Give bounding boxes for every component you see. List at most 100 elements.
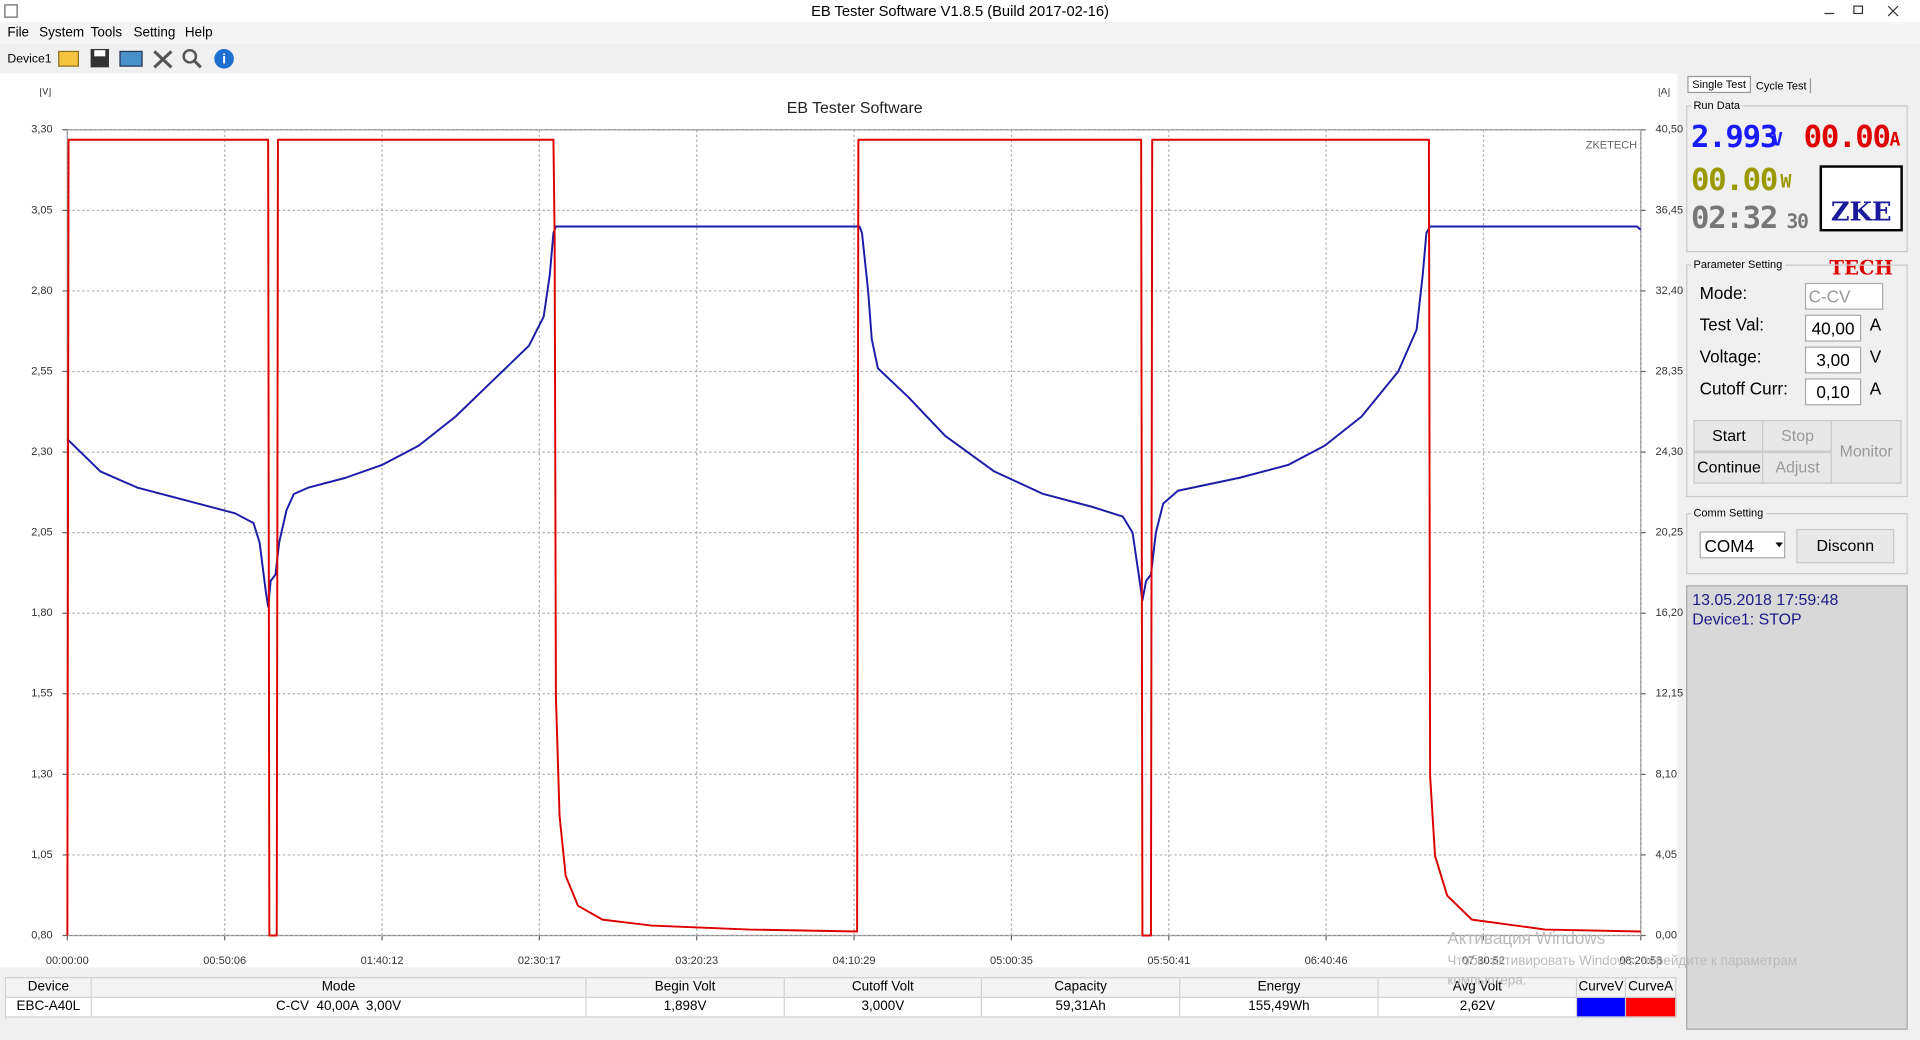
x-tick-label: 08:20:58	[1620, 955, 1663, 967]
button[interactable]: Start	[1693, 420, 1765, 452]
table-cell: 2,62V	[1378, 997, 1578, 1018]
table-header: Begin Volt	[586, 978, 785, 998]
button[interactable]: Monitor	[1830, 420, 1902, 484]
comm-group: Comm Setting COM4 Disconn	[1686, 506, 1908, 575]
current-unit: A	[1889, 128, 1900, 151]
table-header: CurveA	[1626, 978, 1677, 998]
param-label: Mode:	[1699, 282, 1748, 303]
current-readout: 00.00	[1803, 118, 1891, 155]
chart-panel: EB Tester Software ZKETECH [V] [A] 00:00…	[0, 73, 1683, 968]
color-swatch	[1626, 997, 1677, 1018]
table-header: Cutoff Volt	[784, 978, 983, 998]
x-tick-label: 06:40:46	[1305, 955, 1348, 967]
y2-axis-label: [A]	[1658, 88, 1670, 97]
table-header: Device	[6, 978, 92, 998]
voltage-unit: V	[1771, 128, 1783, 151]
menu-item[interactable]: Tools	[90, 25, 123, 41]
button[interactable]: Continue	[1693, 451, 1765, 484]
chart: EB Tester Software ZKETECH [V] [A] 00:00…	[31, 86, 1684, 967]
time-readout: 02:32	[1691, 199, 1778, 236]
param-field[interactable]: C-CV	[1804, 282, 1884, 310]
param-label: Voltage:	[1699, 346, 1762, 367]
x-tick-label: 04:10:29	[833, 955, 876, 967]
port-select[interactable]: COM4	[1699, 531, 1786, 559]
group-title: Comm Setting	[1691, 506, 1766, 520]
y-tick-label: 2,80	[31, 285, 52, 297]
button[interactable]: Adjust	[1762, 451, 1834, 484]
button[interactable]: Stop	[1762, 420, 1834, 452]
app-icon	[4, 4, 18, 18]
y2-tick-label: 8,10	[1656, 768, 1677, 780]
power-readout: 00.00	[1691, 161, 1778, 198]
run-data-group: Run Data 2.993 V 00.00 A 00.00 W 02:32 3…	[1686, 99, 1908, 279]
y-axis-label: [V]	[40, 88, 52, 97]
tab[interactable]: Single Test	[1687, 75, 1751, 94]
toolbar: Device1 i	[0, 44, 1920, 74]
menu-item[interactable]: File	[7, 25, 30, 41]
window-controls[interactable]	[1812, 2, 1920, 19]
y-tick-label: 2,55	[31, 365, 52, 377]
voltage-readout: 2.993	[1691, 118, 1778, 155]
y-tick-label: 2,05	[31, 527, 52, 539]
y2-tick-label: 0,00	[1656, 929, 1677, 941]
x-tick-label: 05:50:41	[1148, 955, 1191, 967]
table-header: CurveV	[1577, 978, 1627, 998]
y-tick-label: 1,30	[31, 768, 52, 780]
y2-tick-label: 36,45	[1656, 204, 1684, 216]
logo-top: ZKE	[1830, 195, 1892, 227]
dropdown-arrow	[1775, 542, 1783, 548]
table-cell: C-CV 40,00A 3,00V	[91, 997, 587, 1018]
series-line	[66, 225, 1642, 608]
menu-item[interactable]: Setting	[133, 25, 176, 41]
x-tick-label: 02:30:17	[518, 955, 561, 967]
button[interactable]: Disconn	[1796, 528, 1895, 564]
table-cell: EBC-A40L	[6, 997, 92, 1018]
y2-tick-label: 16,20	[1656, 607, 1684, 619]
x-tick-label: 00:00:00	[46, 955, 89, 967]
toolbar-icons[interactable]: i	[56, 47, 240, 71]
y2-tick-label: 28,35	[1656, 365, 1684, 377]
color-swatch	[1577, 997, 1627, 1018]
param-field[interactable]: 0,10	[1804, 378, 1862, 406]
menu-item[interactable]: Help	[184, 25, 213, 41]
status-line: Device1: STOP	[1692, 609, 1802, 629]
y-tick-label: 1,80	[31, 607, 52, 619]
os-watermark: компьютера.	[1447, 973, 1527, 989]
param-label: Cutoff Curr:	[1699, 378, 1788, 398]
logo-bottom: TECH	[1829, 255, 1894, 280]
y2-tick-label: 32,40	[1656, 285, 1684, 297]
table-header: Mode	[91, 978, 587, 998]
power-unit: W	[1780, 170, 1791, 193]
menu-item[interactable]: System	[39, 25, 85, 41]
os-watermark: Активация Windows	[1447, 928, 1606, 948]
y-tick-label: 2,30	[31, 446, 52, 458]
results-table: Device Mode Begin Volt Cutoff Volt Capacity E…	[4, 977, 1678, 1019]
y2-tick-label: 24,30	[1656, 446, 1684, 458]
table-cell: 59,31Ah	[982, 997, 1181, 1018]
table-cell: 155,49Wh	[1180, 997, 1379, 1018]
y2-tick-label: 40,50	[1656, 124, 1684, 136]
tab[interactable]: Cycle Test	[1752, 78, 1812, 94]
title-bar: EB Tester Software V1.8.5 (Build 2017-02…	[0, 0, 1920, 23]
chart-watermark: ZKETECH	[1586, 140, 1637, 152]
x-tick-label: 01:40:12	[361, 955, 404, 967]
x-tick-label: 00:50:06	[204, 955, 247, 967]
param-unit: V	[1869, 346, 1882, 367]
series-line	[66, 138, 1642, 937]
y-tick-label: 0,80	[31, 929, 52, 941]
y-tick-label: 3,05	[31, 204, 52, 216]
y-tick-label: 3,30	[31, 124, 52, 136]
y-tick-label: 1,05	[31, 849, 52, 861]
y2-tick-label: 20,25	[1656, 527, 1684, 539]
x-tick-label: 07:30:52	[1462, 955, 1505, 967]
param-field[interactable]: 3,00	[1804, 346, 1862, 374]
param-unit: A	[1869, 378, 1882, 398]
table-cell: 3,000V	[784, 997, 983, 1018]
x-tick-label: 03:20:23	[676, 955, 719, 967]
param-field[interactable]: 40,00	[1804, 314, 1862, 342]
x-tick-label: 05:00:35	[990, 955, 1033, 967]
parameter-group: Parameter Setting Mode: C-CV Test Val: 40,0…	[1686, 258, 1908, 498]
table-header: Capacity	[982, 978, 1181, 998]
